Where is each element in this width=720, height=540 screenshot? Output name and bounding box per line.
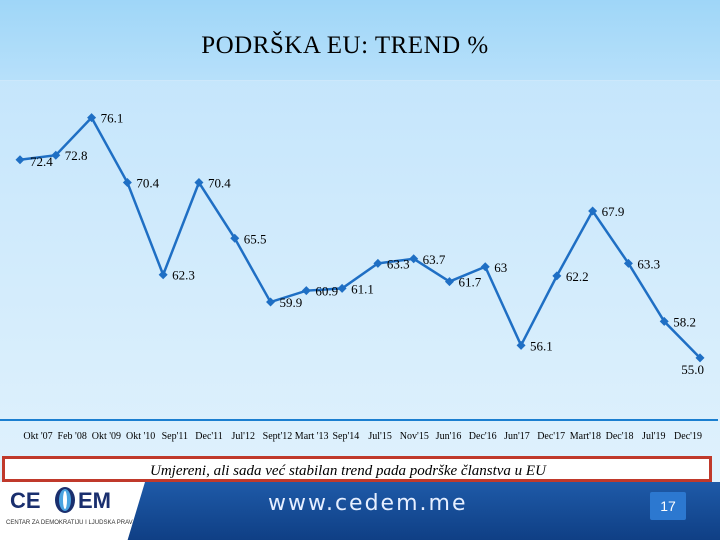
slide-title: PODRŠKA EU: TREND % [201, 32, 489, 59]
data-label: 59.9 [280, 295, 303, 310]
logo-subtitle: CENTAR ZA DEMOKRATIJU I LJUDSKA PRAVA [6, 520, 137, 526]
data-label: 62.3 [172, 268, 195, 283]
data-label: 63.7 [423, 252, 446, 267]
series-group [15, 113, 705, 363]
data-point [337, 283, 347, 293]
data-point [194, 178, 204, 188]
x-tick-label: Jul'19 [642, 431, 665, 442]
data-point [695, 353, 705, 363]
data-point [552, 271, 562, 281]
data-point [623, 258, 633, 268]
data-point [588, 206, 598, 216]
logo-text-right: EM [78, 488, 111, 513]
website-url[interactable]: www.cedem.me [268, 491, 468, 516]
logo-mark-icon [55, 487, 75, 513]
data-point [301, 286, 311, 296]
x-tick-label: Jul'12 [232, 431, 255, 442]
caption-box: Umjereni, ali sada već stabilan trend pa… [2, 456, 712, 482]
data-label: 63 [494, 260, 507, 275]
data-label: 56.1 [530, 338, 553, 353]
x-tick-label: Nov'15 [400, 431, 429, 442]
data-point [230, 233, 240, 243]
x-tick-label: Dec'19 [674, 431, 702, 442]
data-point [444, 277, 454, 287]
data-label: 72.4 [30, 154, 53, 169]
x-tick-label: Mart'18 [570, 431, 601, 442]
x-tick-labels-group: Okt '07 Feb '08 Okt '09 Okt '10 Sep'11 Dec'11… [23, 431, 702, 442]
data-point [158, 270, 168, 280]
data-point [87, 113, 97, 123]
x-tick-label: Dec'11 [195, 431, 223, 442]
data-point [659, 316, 669, 326]
logo-text-left: CE [10, 488, 41, 513]
x-tick-label: Okt '10 [126, 431, 155, 442]
x-tick-label: Okt '09 [92, 431, 121, 442]
data-label: 67.9 [602, 204, 625, 219]
x-tick-label: Sep'11 [162, 431, 188, 442]
x-tick-label: Okt '07 [23, 431, 52, 442]
data-label: 63.3 [637, 256, 660, 271]
x-tick-label: Dec'17 [537, 431, 565, 442]
series-line [19, 115, 701, 359]
data-point [266, 297, 276, 307]
x-tick-label: Sept'12 [263, 431, 293, 442]
data-label: 65.5 [244, 231, 267, 246]
x-tick-label: Jul'15 [368, 431, 391, 442]
data-labels-group: 72.4 72.8 76.1 70.4 62.3 70.4 65.5 59.9 60.9 61.1… [30, 111, 704, 377]
data-point [373, 258, 383, 268]
data-label: 70.4 [136, 176, 159, 191]
x-tick-label: Sep'14 [332, 431, 359, 442]
page-number: 17 [650, 492, 686, 520]
data-point [516, 340, 526, 350]
data-point [480, 262, 490, 272]
x-tick-label: Jun'17 [504, 431, 530, 442]
cedem-logo: CE EM CENTAR ZA DEMOKRATIJU I LJUDSKA PR… [0, 482, 145, 540]
x-tick-label: Jun'16 [436, 431, 462, 442]
data-point [15, 155, 25, 165]
footer-bar: CE EM CENTAR ZA DEMOKRATIJU I LJUDSKA PR… [0, 482, 720, 540]
data-label: 76.1 [101, 111, 124, 126]
x-tick-label: Mart '13 [295, 431, 329, 442]
data-label: 72.8 [65, 148, 88, 163]
x-tick-label: Dec'18 [606, 431, 634, 442]
data-point [409, 254, 419, 264]
data-label: 58.2 [673, 314, 696, 329]
x-tick-label: Feb '08 [58, 431, 87, 442]
data-label: 61.7 [458, 275, 481, 290]
title-bar [0, 0, 720, 81]
data-point [51, 150, 61, 160]
data-label: 62.2 [566, 269, 589, 284]
slide-caption: Umjereni, ali sada već stabilan trend pa… [150, 463, 546, 479]
data-label: 60.9 [315, 284, 338, 299]
x-tick-label: Dec'16 [469, 431, 497, 442]
data-label: 63.3 [387, 256, 410, 271]
data-label: 61.1 [351, 281, 374, 296]
data-label: 55.0 [681, 362, 704, 377]
data-point [122, 178, 132, 188]
trend-line-chart: 72.4 72.8 76.1 70.4 62.3 70.4 65.5 59.9 60.9 61.1… [0, 111, 718, 442]
data-label: 70.4 [208, 176, 231, 191]
